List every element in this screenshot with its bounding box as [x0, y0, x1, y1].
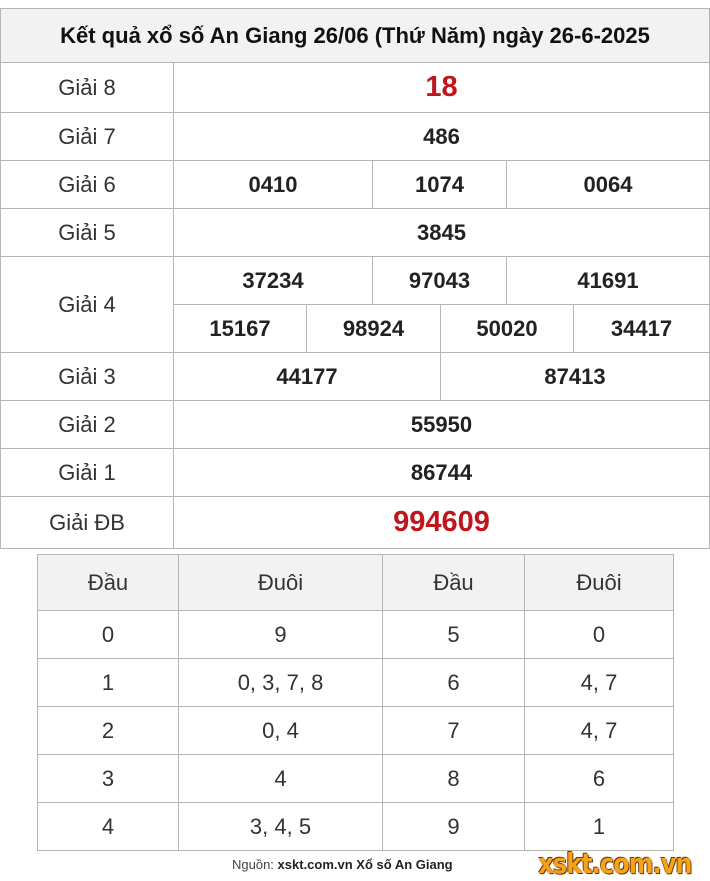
prize-5-value: 3845 — [173, 208, 710, 257]
head-tail-cell: 4, 7 — [524, 706, 674, 755]
head-tail-cell: 3 — [37, 754, 179, 803]
source-link[interactable]: xskt.com.vn Xổ số An Giang — [277, 857, 453, 872]
head-tail-cell: 5 — [382, 610, 525, 659]
prize-4-value: 37234 — [173, 256, 373, 305]
head-tail-cell: 0, 4 — [178, 706, 383, 755]
head-tail-cell: 6 — [524, 754, 674, 803]
prize-3-value: 44177 — [173, 352, 441, 401]
prize-6-value: 0410 — [173, 160, 373, 209]
prize-2-value: 55950 — [173, 400, 710, 449]
prize-4-value: 50020 — [440, 304, 574, 353]
source-note: Nguồn: xskt.com.vn Xổ số An Giang — [232, 857, 453, 872]
prize-4-value: 15167 — [173, 304, 307, 353]
prize-label-7: Giải 7 — [0, 112, 174, 161]
prize-6-value: 0064 — [506, 160, 710, 209]
prize-3-value: 87413 — [440, 352, 710, 401]
prize-4-value: 98924 — [306, 304, 441, 353]
prize-label-special: Giải ĐB — [0, 496, 174, 549]
head-tail-cell: 0 — [524, 610, 674, 659]
head-tail-cell: 3, 4, 5 — [178, 802, 383, 851]
head-tail-cell: 0 — [37, 610, 179, 659]
xskt-logo: xskt.com.vn — [538, 847, 692, 880]
head-tail-header: Đầu — [382, 554, 525, 611]
prize-8-value: 18 — [173, 62, 710, 113]
results-title: Kết quả xổ số An Giang 26/06 (Thứ Năm) n… — [0, 8, 710, 63]
prize-label-8: Giải 8 — [0, 62, 174, 113]
prize-label-4: Giải 4 — [0, 256, 174, 353]
head-tail-cell: 2 — [37, 706, 179, 755]
prize-label-3: Giải 3 — [0, 352, 174, 401]
head-tail-cell: 9 — [178, 610, 383, 659]
prize-7-value: 486 — [173, 112, 710, 161]
head-tail-cell: 8 — [382, 754, 525, 803]
prize-label-1: Giải 1 — [0, 448, 174, 497]
source-prefix: Nguồn: — [232, 857, 274, 872]
head-tail-header: Đầu — [37, 554, 179, 611]
head-tail-header: Đuôi — [524, 554, 674, 611]
head-tail-cell: 6 — [382, 658, 525, 707]
head-tail-cell: 9 — [382, 802, 525, 851]
prize-special-value: 994609 — [173, 496, 710, 549]
head-tail-cell: 1 — [37, 658, 179, 707]
head-tail-cell: 1 — [524, 802, 674, 851]
head-tail-cell: 4 — [178, 754, 383, 803]
prize-label-5: Giải 5 — [0, 208, 174, 257]
head-tail-cell: 0, 3, 7, 8 — [178, 658, 383, 707]
prize-4-value: 34417 — [573, 304, 710, 353]
head-tail-header: Đuôi — [178, 554, 383, 611]
head-tail-cell: 4 — [37, 802, 179, 851]
prize-label-6: Giải 6 — [0, 160, 174, 209]
prize-6-value: 1074 — [372, 160, 507, 209]
prize-label-2: Giải 2 — [0, 400, 174, 449]
prize-4-value: 97043 — [372, 256, 507, 305]
head-tail-cell: 4, 7 — [524, 658, 674, 707]
prize-1-value: 86744 — [173, 448, 710, 497]
head-tail-cell: 7 — [382, 706, 525, 755]
prize-4-value: 41691 — [506, 256, 710, 305]
